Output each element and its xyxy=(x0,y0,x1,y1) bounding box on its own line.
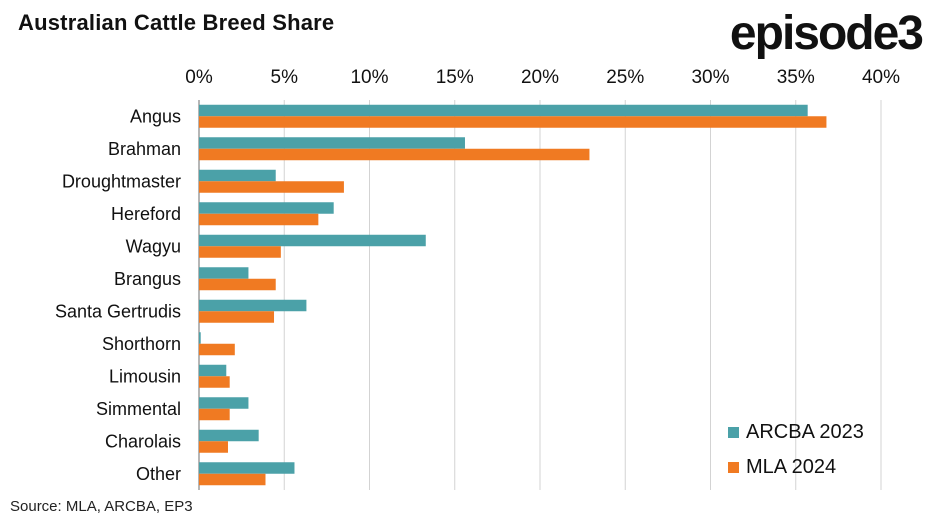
bar-mla xyxy=(199,311,275,323)
x-tick-label: 0% xyxy=(185,67,213,88)
bar-mla xyxy=(199,408,230,421)
bar-mla xyxy=(199,278,276,291)
category-label: Santa Gertrudis xyxy=(55,301,181,321)
bar-arcba xyxy=(199,202,334,214)
brand-logo: episode3 xyxy=(729,7,924,60)
category-label: Wagyu xyxy=(126,236,181,256)
x-tick-label: 30% xyxy=(691,67,729,88)
bar-mla xyxy=(199,148,590,161)
category-label: Droughtmaster xyxy=(62,171,181,191)
category-label: Brahman xyxy=(108,139,181,159)
bar-arcba xyxy=(199,137,465,149)
bar-mla xyxy=(199,116,827,128)
legend-label: ARCBA 2023 xyxy=(746,421,864,443)
bar-mla xyxy=(199,473,266,486)
bar-arcba xyxy=(199,299,307,312)
bar-arcba xyxy=(199,104,808,117)
x-tick-label: 20% xyxy=(521,67,559,88)
bar-arcba xyxy=(199,364,227,377)
x-tick-label: 15% xyxy=(436,67,474,88)
category-label: Charolais xyxy=(105,431,181,451)
category-label: Hereford xyxy=(111,204,181,224)
bar-arcba xyxy=(199,429,259,442)
bar-arcba xyxy=(199,332,201,344)
bar-arcba xyxy=(199,267,249,279)
bar-mla xyxy=(199,213,319,226)
x-tick-label: 35% xyxy=(777,67,815,88)
x-tick-label: 10% xyxy=(350,67,388,88)
x-tick-label: 40% xyxy=(862,67,900,88)
category-label: Other xyxy=(136,464,181,484)
x-tick-label: 25% xyxy=(606,67,644,88)
bar-mla xyxy=(199,181,344,193)
category-label: Angus xyxy=(130,106,181,126)
category-label: Shorthorn xyxy=(102,334,181,354)
category-label: Brangus xyxy=(114,269,181,289)
chart-title: Australian Cattle Breed Share xyxy=(18,10,335,35)
category-label: Limousin xyxy=(109,366,181,386)
legend-swatch xyxy=(728,462,739,473)
bar-mla xyxy=(199,441,228,453)
bar-mla xyxy=(199,376,230,388)
source-note: Source: MLA, ARCBA, EP3 xyxy=(10,498,193,515)
x-tick-label: 5% xyxy=(271,67,299,88)
bar-arcba xyxy=(199,169,276,182)
bar-mla xyxy=(199,343,235,356)
legend-swatch xyxy=(728,427,739,438)
bar-arcba xyxy=(199,397,249,409)
legend-label: MLA 2024 xyxy=(746,456,836,478)
category-label: Simmental xyxy=(96,399,181,419)
bar-mla xyxy=(199,246,281,258)
bar-arcba xyxy=(199,234,426,247)
bar-arcba xyxy=(199,462,295,474)
